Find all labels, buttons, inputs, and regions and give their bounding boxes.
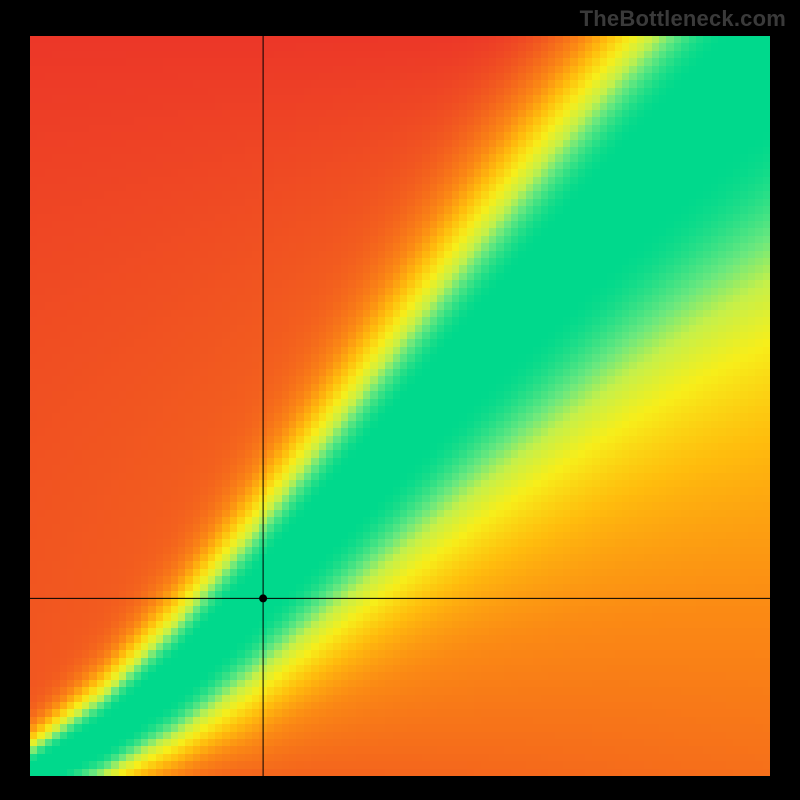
watermark-text: TheBottleneck.com xyxy=(580,6,786,32)
heatmap-canvas xyxy=(30,36,770,776)
page-root: TheBottleneck.com xyxy=(0,0,800,800)
heatmap-frame xyxy=(30,36,770,776)
